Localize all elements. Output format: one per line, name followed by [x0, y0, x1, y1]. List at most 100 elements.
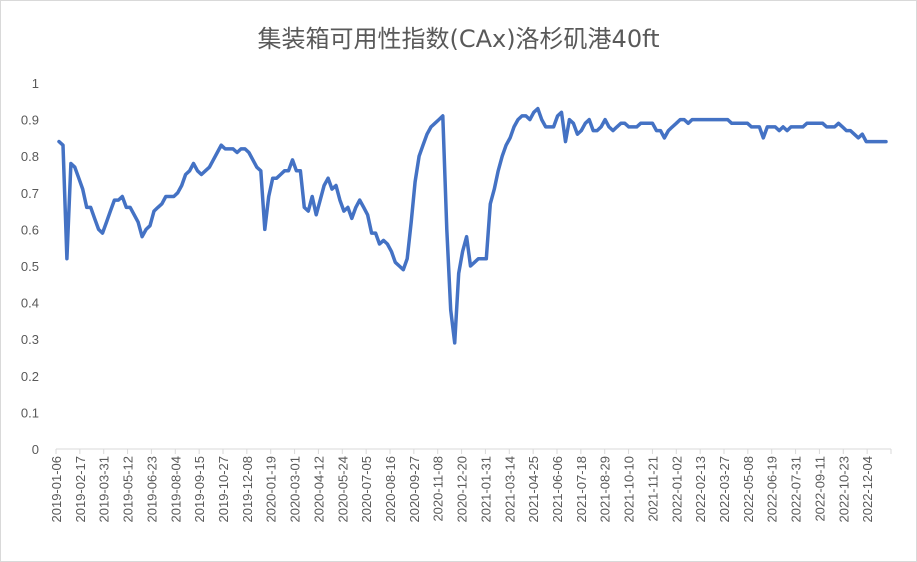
x-tick-label: 2022-10-23 [836, 456, 851, 523]
data-point [588, 118, 591, 121]
y-tick-label: 0.7 [21, 186, 39, 201]
data-point [829, 125, 832, 128]
data-point [271, 177, 274, 180]
data-point [683, 118, 686, 121]
data-point [706, 118, 709, 121]
x-tick-label: 2021-08-29 [598, 456, 613, 523]
data-point [327, 177, 330, 180]
data-point [433, 122, 436, 125]
x-tick-label: 2019-09-15 [192, 456, 207, 523]
data-point [584, 122, 587, 125]
data-point [782, 125, 785, 128]
data-point [279, 173, 282, 176]
data-point [445, 228, 448, 231]
data-point [833, 125, 836, 128]
data-point [394, 261, 397, 264]
data-point [513, 125, 516, 128]
data-point [623, 122, 626, 125]
x-tick-label: 2019-10-27 [216, 456, 231, 523]
data-point [149, 224, 152, 227]
data-point [489, 202, 492, 205]
data-point [275, 177, 278, 180]
data-point [370, 232, 373, 235]
data-point [865, 140, 868, 143]
data-point [374, 232, 377, 235]
x-tick-label: 2022-06-19 [765, 456, 780, 523]
data-point [224, 147, 227, 150]
data-point [528, 118, 531, 121]
y-tick-label: 0.9 [21, 113, 39, 128]
data-point [596, 129, 599, 132]
data-point [805, 122, 808, 125]
y-tick-label: 0.5 [21, 259, 39, 274]
data-point [172, 195, 175, 198]
data-point [303, 206, 306, 209]
y-tick-label: 0.8 [21, 149, 39, 164]
data-point [821, 122, 824, 125]
data-point [809, 122, 812, 125]
x-tick-label: 2021-10-10 [622, 456, 637, 523]
data-point [228, 147, 231, 150]
data-point [521, 114, 524, 117]
data-point [200, 173, 203, 176]
data-point [714, 118, 717, 121]
data-point [754, 125, 757, 128]
x-tick-label: 2021-01-31 [478, 456, 493, 522]
x-tick-label: 2020-04-12 [311, 456, 326, 523]
data-point [153, 210, 156, 213]
x-tick-label: 2021-07-18 [574, 456, 589, 523]
data-point [758, 125, 761, 128]
data-point [691, 118, 694, 121]
y-tick-label: 0.3 [21, 332, 39, 347]
x-tick-label: 2020-12-20 [455, 456, 470, 523]
data-point [398, 265, 401, 268]
data-point [627, 125, 630, 128]
x-tick-label: 2019-03-31 [97, 456, 112, 523]
data-point [204, 169, 207, 172]
data-point [58, 140, 61, 143]
x-tick-label: 2019-01-06 [49, 456, 64, 523]
data-point [180, 184, 183, 187]
x-tick-label: 2021-06-06 [550, 456, 565, 523]
data-point [667, 129, 670, 132]
data-point [861, 133, 864, 136]
data-point [592, 129, 595, 132]
data-point [564, 140, 567, 143]
data-point [671, 125, 674, 128]
data-point [85, 206, 88, 209]
data-point [251, 158, 254, 161]
x-tick-label: 2022-05-08 [741, 456, 756, 523]
data-point [449, 308, 452, 311]
x-tick-label: 2020-03-01 [288, 456, 303, 523]
data-point [244, 147, 247, 150]
x-tick-label: 2019-05-12 [121, 456, 136, 523]
data-point [358, 199, 361, 202]
data-point [881, 140, 884, 143]
data-point [770, 125, 773, 128]
x-tick-label: 2022-01-02 [669, 456, 684, 523]
data-point [236, 151, 239, 154]
data-point [342, 210, 345, 213]
data-point [335, 184, 338, 187]
data-point [560, 111, 563, 114]
data-point [600, 125, 603, 128]
data-point [346, 206, 349, 209]
data-point [524, 114, 527, 117]
data-point [722, 118, 725, 121]
data-point [77, 177, 80, 180]
data-point [156, 206, 159, 209]
chart-title: 集装箱可用性指数(CAx)洛杉矶港40ft [257, 25, 660, 53]
data-point [125, 206, 128, 209]
data-point [473, 261, 476, 264]
data-point [485, 257, 488, 260]
data-point [220, 144, 223, 147]
data-point [778, 129, 781, 132]
data-point [453, 341, 456, 344]
data-point [845, 129, 848, 132]
data-point [643, 122, 646, 125]
data-point [726, 118, 729, 121]
data-point [790, 125, 793, 128]
data-point [619, 122, 622, 125]
data-point [160, 202, 163, 205]
